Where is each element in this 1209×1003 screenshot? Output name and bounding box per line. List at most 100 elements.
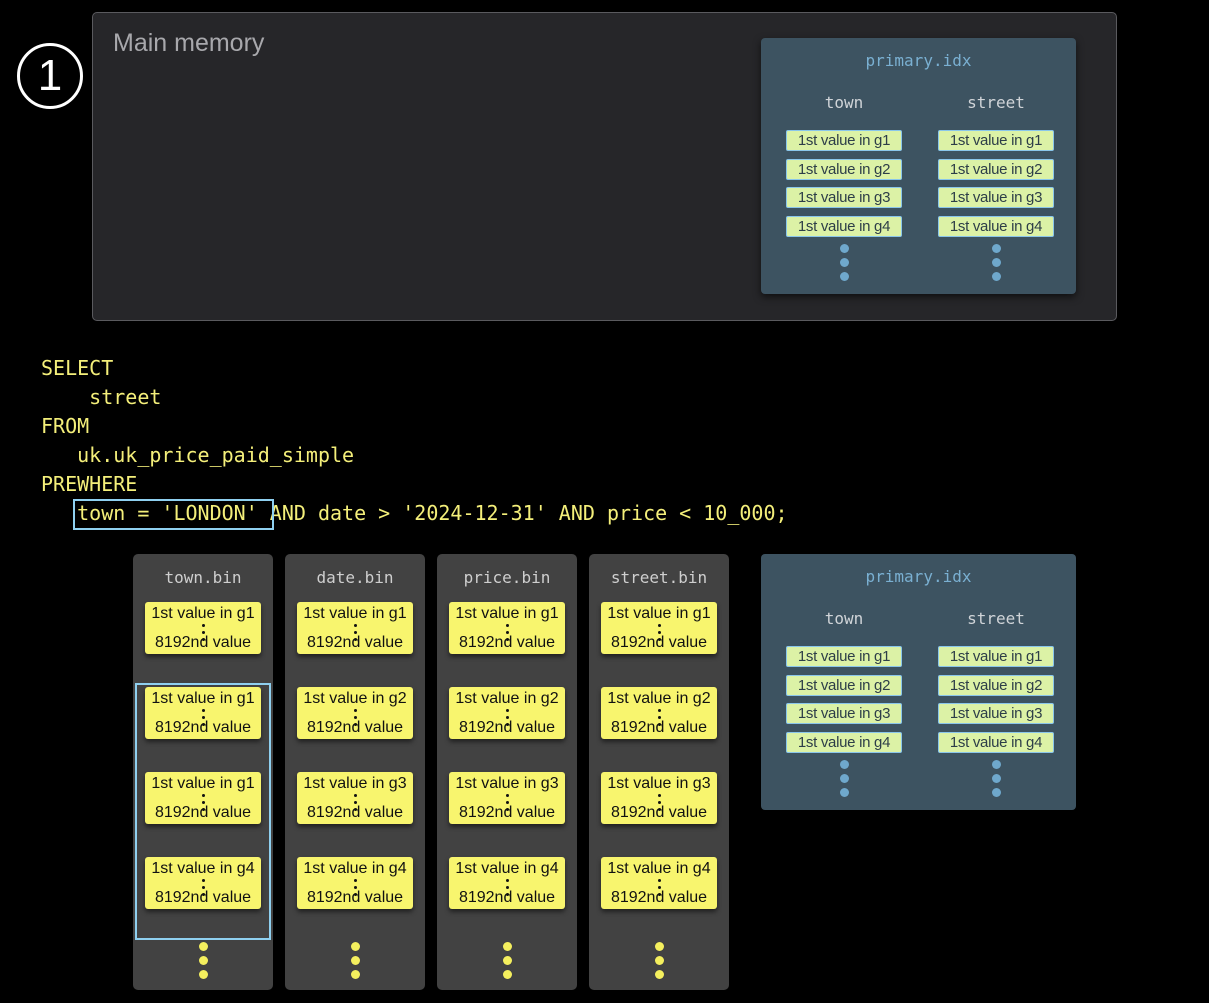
column-file-price-bin: price.bin 1st value in g1 8192nd value 1st …: [437, 554, 577, 990]
vertical-ellipsis-icon: [506, 709, 509, 730]
column-file-title: street.bin: [610, 568, 708, 587]
granule-first-value: 1st value in g3: [455, 775, 559, 792]
index-column-town: town 1st value in g1 1st value in g2 1st va…: [786, 609, 902, 797]
column-file-title: town.bin: [164, 568, 242, 587]
granule: 1st value in g1 8192nd value: [145, 687, 261, 739]
index-column-header: street: [967, 93, 1025, 112]
dot: [839, 272, 849, 281]
column-file-date-bin: date.bin 1st value in g1 8192nd value 1st v…: [285, 554, 425, 990]
granule-first-value: 1st value in g1: [151, 690, 255, 707]
index-column-street: street 1st value in g1 1st value in g2 1st …: [938, 93, 1054, 281]
granule: 1st value in g2 8192nd value: [601, 687, 717, 739]
index-column-street: street 1st value in g1 1st value in g2 1st …: [938, 609, 1054, 797]
main-memory-title: Main memory: [113, 29, 265, 57]
vertical-ellipsis-icon: [506, 879, 509, 900]
vertical-ellipsis-icon: [354, 624, 357, 645]
granule: 1st value in g1 8192nd value: [145, 602, 261, 654]
granule-first-value: 1st value in g1: [151, 605, 255, 622]
granule-first-value: 1st value in g1: [607, 605, 711, 622]
selected-granules-highlight: [135, 683, 271, 940]
granule-first-value: 1st value in g1: [303, 605, 407, 622]
step-number-badge: 1: [17, 43, 83, 109]
granule-first-value: 1st value in g2: [303, 690, 407, 707]
granule-first-value: 1st value in g1: [151, 775, 255, 792]
granule: 1st value in g3 8192nd value: [297, 772, 413, 824]
sql-remaining-conditions: AND date > '2024-12-31' AND price < 10_0…: [257, 501, 788, 525]
index-column-header: street: [967, 609, 1025, 628]
granule-last-value: 8192nd value: [306, 889, 404, 906]
vertical-ellipsis-icon: [658, 709, 661, 730]
granule-last-value: 8192nd value: [610, 889, 708, 906]
index-mark: 1st value in g1: [938, 646, 1054, 667]
primary-index-in-memory: primary.idx town 1st value in g1 1st value …: [761, 38, 1076, 294]
granule: 1st value in g2 8192nd value: [449, 687, 565, 739]
dot: [991, 788, 1001, 797]
sql-line: uk.uk_price_paid_simple: [41, 443, 355, 467]
index-mark: 1st value in g2: [938, 674, 1054, 696]
granule-last-value: 8192nd value: [610, 719, 708, 736]
vertical-ellipsis-icon: [202, 709, 205, 730]
vertical-ellipsis-icon: [658, 624, 661, 645]
vertical-ellipsis-icon: [202, 879, 205, 900]
index-mark: 1st value in g4: [938, 731, 1054, 753]
dot: [350, 956, 360, 965]
sql-line: street: [41, 385, 162, 409]
index-column-header: town: [824, 93, 864, 112]
sql-line: SELECT: [41, 356, 114, 380]
granule-last-value: 8192nd value: [154, 889, 252, 906]
index-mark: 1st value in g1: [786, 130, 902, 151]
column-file-town-bin: town.bin 1st value in g1 8192nd value 1st v…: [133, 554, 273, 990]
index-mark: 1st value in g1: [938, 130, 1054, 151]
granule-first-value: 1st value in g3: [303, 775, 407, 792]
primary-index-on-disk: primary.idx town 1st value in g1 1st value …: [761, 554, 1076, 810]
vertical-ellipsis-icon: [354, 709, 357, 730]
index-mark: 1st value in g2: [786, 674, 902, 696]
more-granules-ellipsis-icon: [133, 942, 273, 979]
index-mark: 1st value in g3: [786, 703, 902, 724]
more-granules-ellipsis-icon: [437, 942, 577, 979]
vertical-ellipsis-icon: [354, 794, 357, 815]
sql-query: SELECT street FROM uk.uk_price_paid_simpl…: [41, 354, 788, 528]
granule-last-value: 8192nd value: [154, 634, 252, 651]
index-column-town: town 1st value in g1 1st value in g2 1st va…: [786, 93, 902, 281]
granule-last-value: 8192nd value: [458, 634, 556, 651]
granule: 1st value in g2 8192nd value: [297, 687, 413, 739]
granule-first-value: 1st value in g2: [455, 690, 559, 707]
index-mark: 1st value in g3: [786, 187, 902, 208]
granule-first-value: 1st value in g4: [151, 860, 255, 877]
vertical-ellipsis-icon: [658, 794, 661, 815]
vertical-ellipsis-icon: [506, 794, 509, 815]
sql-line: FROM: [41, 414, 90, 438]
dot: [991, 244, 1001, 253]
index-mark: 1st value in g2: [938, 158, 1054, 180]
index-mark: 1st value in g4: [786, 731, 902, 753]
granule-last-value: 8192nd value: [306, 719, 404, 736]
granule-first-value: 1st value in g4: [303, 860, 407, 877]
sql-highlighted-condition: town = 'LONDON': [77, 501, 258, 525]
granule: 1st value in g1 8192nd value: [601, 602, 717, 654]
vertical-ellipsis-icon: [354, 879, 357, 900]
granule-last-value: 8192nd value: [610, 804, 708, 821]
vertical-ellipsis-icon: [658, 879, 661, 900]
more-granules-ellipsis-icon: [285, 942, 425, 979]
vertical-ellipsis-icon: [202, 624, 205, 645]
index-mark: 1st value in g3: [938, 703, 1054, 724]
granule-last-value: 8192nd value: [610, 634, 708, 651]
dot: [991, 774, 1001, 783]
granule-first-value: 1st value in g2: [607, 690, 711, 707]
granule-last-value: 8192nd value: [306, 804, 404, 821]
dot: [839, 788, 849, 797]
index-mark: 1st value in g3: [938, 187, 1054, 208]
granule-first-value: 1st value in g3: [607, 775, 711, 792]
dot: [198, 956, 208, 965]
more-marks-ellipsis-icon: [938, 244, 1054, 281]
granule-last-value: 8192nd value: [458, 889, 556, 906]
index-mark: 1st value in g2: [786, 158, 902, 180]
dot: [991, 272, 1001, 281]
dot: [350, 942, 360, 951]
dot: [350, 970, 360, 979]
index-mark: 1st value in g4: [786, 215, 902, 237]
granule-first-value: 1st value in g4: [455, 860, 559, 877]
dot: [654, 970, 664, 979]
index-mark: 1st value in g1: [786, 646, 902, 667]
